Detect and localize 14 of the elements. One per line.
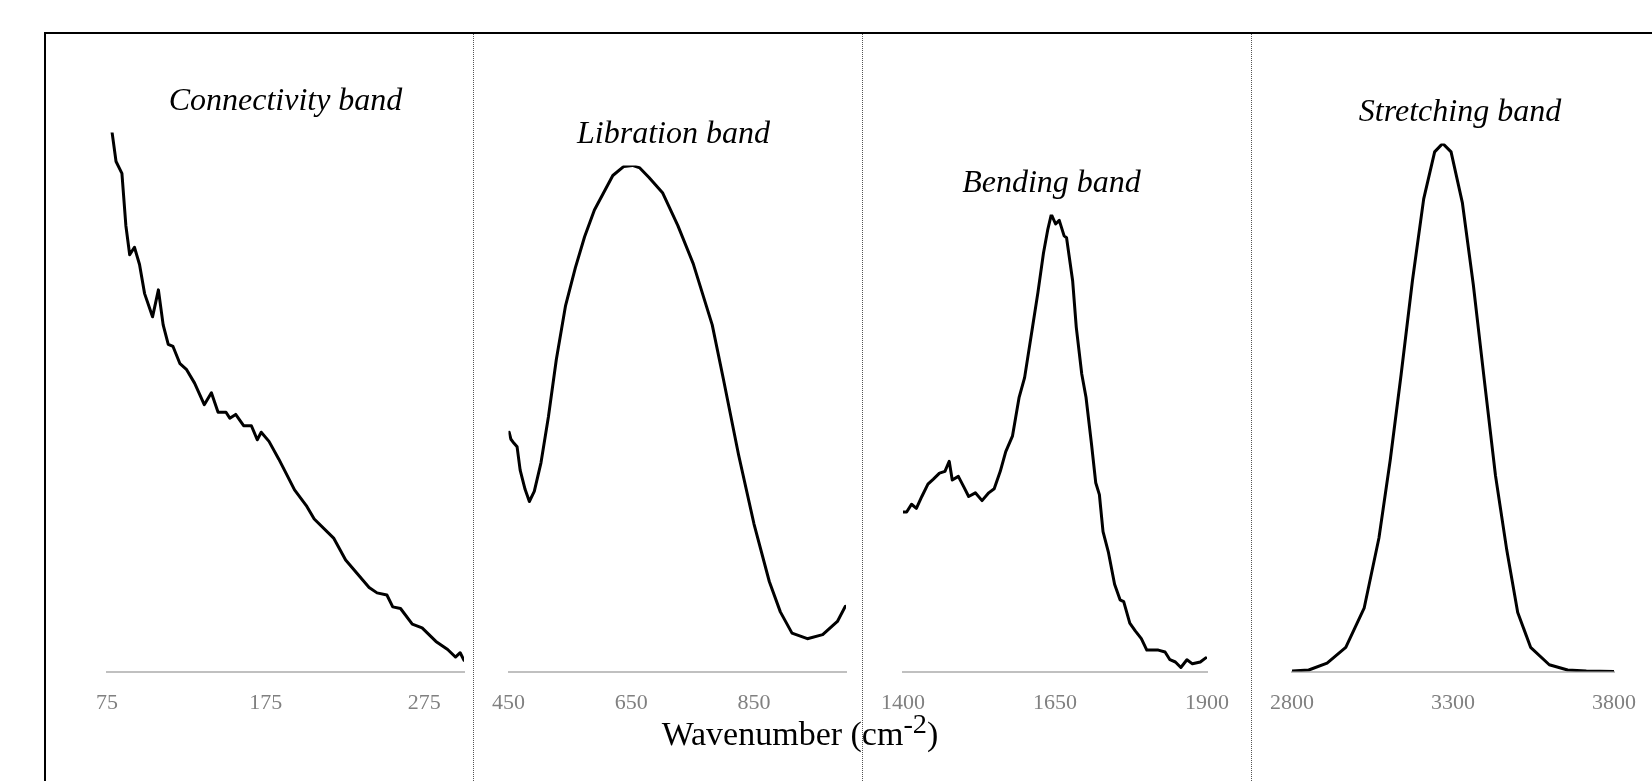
x-tick-label: 650 [614, 688, 648, 714]
x-tick-label: 275 [407, 688, 441, 714]
chart-title: Connectivity band [168, 80, 404, 117]
x-tick-label: 75 [96, 688, 118, 714]
x-tick-label: 450 [492, 688, 525, 714]
chart-title: Bending band [962, 162, 1142, 199]
x-tick-label: 3300 [1431, 688, 1475, 714]
chart-title: Stretching band [1358, 91, 1563, 128]
chart-title: Libration band [576, 113, 771, 150]
x-tick-label: 2800 [1270, 688, 1314, 714]
x-tick-label: 175 [249, 688, 283, 714]
x-tick-label: 1900 [1185, 688, 1229, 714]
x-tick-label: 3800 [1592, 688, 1636, 714]
x-tick-label: 1650 [1033, 688, 1077, 714]
